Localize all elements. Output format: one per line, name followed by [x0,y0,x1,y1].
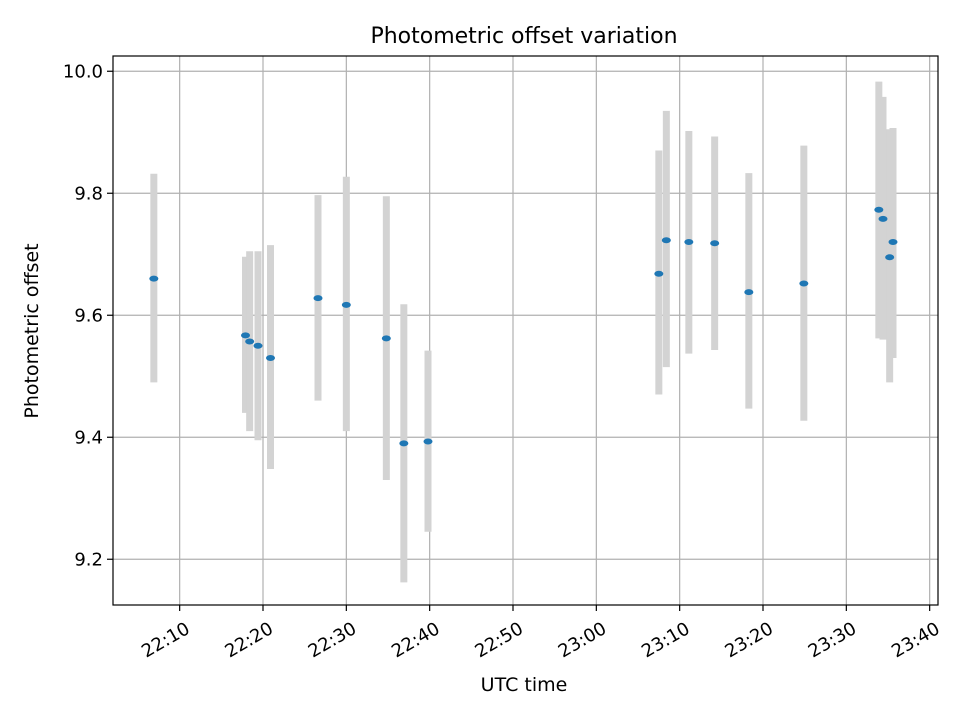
axis-ticks: 22:10 22:20 22:30 22:40 22:50 23:00 23:10 23:20… [63,61,944,662]
data-point [874,206,884,213]
data-point [710,240,720,247]
x-axis-label: UTC time [481,674,568,696]
data-point [253,342,263,349]
data-point [888,239,898,246]
data-point [423,438,433,445]
data-point [885,254,895,261]
chart-title: Photometric offset variation [370,24,677,49]
x-tick-label: 23:40 [888,618,943,662]
data-point [313,295,323,302]
y-tick-label: 9.8 [74,183,103,204]
error-bars [150,81,897,583]
x-tick-label: 23:10 [638,618,693,662]
y-tick-label: 9.6 [74,305,103,326]
data-point [878,215,888,222]
y-tick-label: 9.2 [74,549,103,570]
y-tick-label: 10.0 [63,61,103,82]
data-point [341,301,351,308]
data-point [149,275,159,282]
x-tick-label: 22:40 [388,618,443,662]
data-point [661,237,671,244]
data-point [744,289,754,296]
x-tick-label: 22:50 [471,618,526,662]
x-tick-label: 23:00 [555,618,610,662]
data-point [684,239,694,246]
data-point [245,338,255,345]
y-axis-label: Photometric offset [21,243,43,418]
data-points [149,206,898,447]
x-tick-label: 22:10 [138,618,193,662]
y-tick-label: 9.4 [74,427,103,448]
x-tick-label: 22:30 [305,618,360,662]
data-point [654,270,664,277]
x-tick-label: 22:20 [221,618,276,662]
grid-lines [113,56,938,605]
data-point [266,354,275,361]
data-point [241,332,250,339]
plot-frame [112,55,939,606]
data-point [799,280,809,287]
x-tick-label: 23:20 [721,618,776,662]
x-tick-label: 23:30 [805,618,860,662]
data-point [399,440,409,447]
data-point [381,335,391,342]
